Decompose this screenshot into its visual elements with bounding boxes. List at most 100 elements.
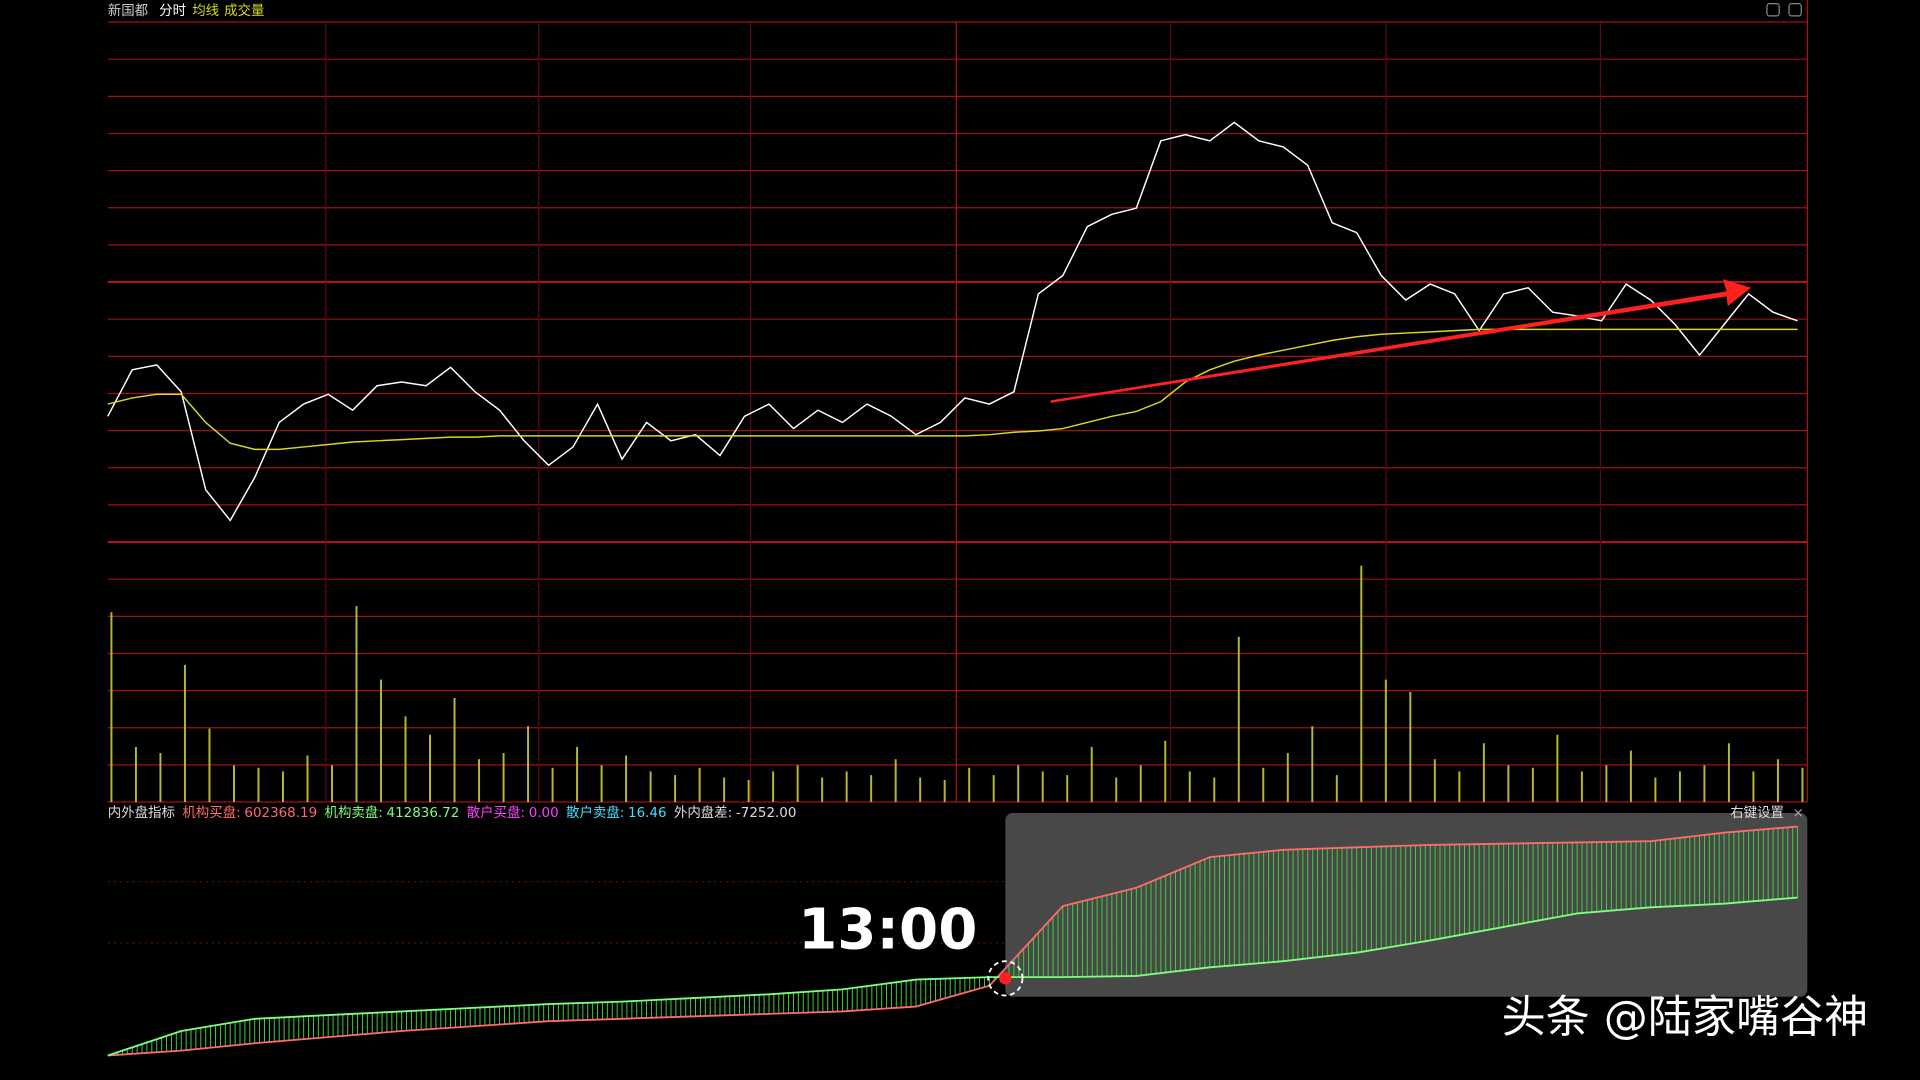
volume-bar [1605,765,1608,803]
grid [107,0,1808,944]
highlight-dot [999,972,1012,985]
volume-bar [968,767,971,803]
volume-bar [1409,691,1412,803]
volume-bar [159,753,162,803]
legend-entry: 成交量 [224,2,264,19]
volume-bar [331,765,333,803]
volume-bar [527,726,530,803]
volume-bar [674,775,677,803]
readout-value: 16.46 [628,806,667,821]
indicator-header: 内外盘指标 机构买盘: 602368.19 机构卖盘: 412836.72 散户买盘: 0.… [108,804,797,821]
volume-bar [1041,771,1044,803]
watermark: 头条 @陆家嘴谷神 [1502,992,1869,1043]
volume-bar [1654,777,1657,803]
volume-bar [649,771,652,803]
volume-bar [600,765,603,803]
volume-bar [772,771,775,803]
volume-bar [1311,726,1314,803]
volume-bar [282,771,284,803]
indicator-line [107,896,1798,1057]
settings-label[interactable]: 右键设置 [1730,805,1784,821]
volume-bar [1188,771,1191,803]
volume-bar [380,679,382,803]
volume-bar [870,775,873,803]
price-line [107,121,1798,522]
volume-bar [698,767,701,803]
stock-name: 新国都 [108,3,148,19]
volume-bar [1556,734,1559,803]
volume-bar [453,697,456,803]
volume-bar [355,606,358,803]
volume-bar [306,755,309,803]
plot [107,121,1804,1057]
volume-bar [1115,777,1118,803]
volume-bar [919,777,922,803]
volume-bar [1066,775,1069,803]
volume-bar [1286,753,1289,803]
volume-bar [183,664,186,803]
volume-bar [1801,767,1804,803]
volume-bar [1139,765,1142,803]
volume-bar [257,767,260,803]
indicator-line [107,825,1798,1057]
readout-value: 602368.19 [244,806,317,821]
volume-bar [232,765,235,803]
toolbar-icon[interactable] [1788,3,1802,17]
volume-bar [894,759,897,803]
readout-value: 0.00 [529,806,559,821]
volume-bar [1507,765,1510,803]
volume-bar [478,759,481,803]
readout-name: 机构卖盘: [325,804,383,821]
volume-bar [551,767,554,803]
volume-bar [845,771,848,803]
legend-entry: 均线 [192,3,219,19]
volume-bar [943,780,946,803]
volume-bar [1017,765,1020,803]
readout-value: 412836.72 [387,806,460,821]
volume-bar [1335,775,1338,803]
readout-name: 散户买盘: [467,804,525,821]
volume-bar [1629,750,1632,803]
volume-bar [502,753,505,803]
highlight-circle [987,960,1024,997]
volume-bar [1678,771,1681,803]
toolbar-icon[interactable] [1766,3,1780,17]
close-button[interactable]: × [1793,806,1804,821]
volume-bar [1482,743,1485,803]
volume-bar [1213,777,1216,803]
legend-entry: 分时 [159,3,186,19]
volume-bar [625,755,628,803]
time-annotation: 13:00 [798,898,977,963]
volume-bar [1164,740,1167,803]
volume-bar [747,780,750,803]
readout-name: 散户卖盘: [566,804,624,821]
volume-bar [1752,771,1755,803]
volume-bar [1458,771,1461,803]
volume-bar [1727,743,1730,803]
volume-bar [1090,746,1093,803]
volume-bar [1360,565,1363,803]
volume-bar [1776,759,1779,803]
volume-bar [110,612,113,803]
volume-bar [1703,765,1706,803]
volume-bar [429,734,432,803]
volume-bar [1237,636,1240,803]
volume-bar [134,746,137,803]
volume-bar [1580,771,1583,803]
indicator-title: 内外盘指标 [108,804,175,821]
readout-name: 机构买盘: [182,804,240,821]
readout-name: 外内盘差: [674,804,732,821]
volume-bar [796,765,799,803]
volume-bar [404,716,407,803]
volume-bar [821,777,824,803]
readout-value: -7252.00 [736,806,797,821]
volume-bar [208,728,211,803]
volume-bar [723,777,726,803]
volume-bar [1531,767,1534,803]
volume-bar [576,746,579,803]
volume-bar [1433,759,1436,803]
volume-bar [1262,767,1265,803]
volume-bar [1384,679,1387,803]
